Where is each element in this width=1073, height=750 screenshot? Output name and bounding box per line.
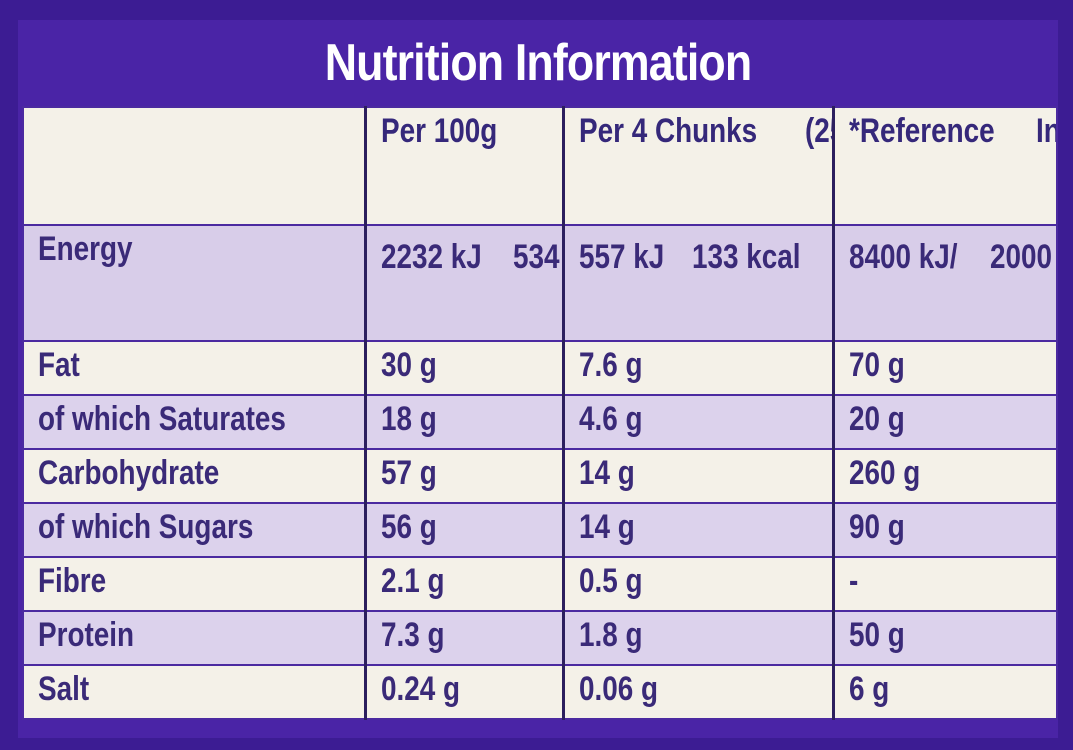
nutrition-table: Per 100g Per 4 Chunks (25 g) *Reference … [22,106,1058,720]
row-reference: 260 g [831,448,1058,504]
row-label: Protein [22,610,366,666]
row-per100: 56 g [363,502,564,558]
row-label: of which Saturates [22,394,366,450]
header-per-serving-line1: Per 4 Chunks [578,112,757,150]
table-row-salt: Salt 0.24 g 0.06 g 6 g [22,664,1058,720]
header-reference-line1: *Reference [848,112,995,150]
table-row-sugars: of which Sugars 56 g 14 g 90 g [22,502,1058,558]
row-reference: 90 g [831,502,1058,558]
table-row-fibre: Fibre 2.1 g 0.5 g - [22,556,1058,612]
row-reference: 6 g [831,664,1058,720]
row-label: Carbohydrate [22,448,366,504]
table-row-carbohydrate: Carbohydrate 57 g 14 g 260 g [22,448,1058,504]
header-reference: *Reference Intakes [831,106,1058,226]
row-reference: 70 g [831,340,1058,396]
table-row-energy: Energy 2232 kJ 534 kcal 557 kJ 133 kcal … [22,224,1058,342]
row-per100: 7.3 g [363,610,564,666]
header-row: Per 100g Per 4 Chunks (25 g) *Reference … [22,106,1058,226]
row-serving: 14 g [561,448,834,504]
panel-title: Nutrition Information [324,34,752,92]
row-serving: 1.8 g [561,610,834,666]
row-serving: 557 kJ 133 kcal [561,224,834,342]
table-row-protein: Protein 7.3 g 1.8 g 50 g [22,610,1058,666]
row-label: of which Sugars [22,502,366,558]
row-reference: 8400 kJ/ 2000 kcal [831,224,1058,342]
header-per-serving-line2: (25 g) [805,112,831,150]
row-serving: 0.5 g [561,556,834,612]
row-serving: 14 g [561,502,834,558]
row-per100: 57 g [363,448,564,504]
row-serving: 7.6 g [561,340,834,396]
row-label: Fat [22,340,366,396]
row-serving: 4.6 g [561,394,834,450]
row-reference: 20 g [831,394,1058,450]
table-row-saturates: of which Saturates 18 g 4.6 g 20 g [22,394,1058,450]
header-per100: Per 100g [363,106,564,226]
header-per-serving: Per 4 Chunks (25 g) [561,106,834,226]
row-reference: 50 g [831,610,1058,666]
row-serving: 0.06 g [561,664,834,720]
nutrition-panel: Nutrition Information Per 100g Per 4 Chu… [18,20,1058,738]
row-label: Salt [22,664,366,720]
header-empty-cell [22,106,366,226]
row-label: Energy [22,224,366,342]
row-per100: 2232 kJ 534 kcal [363,224,564,342]
table-row-fat: Fat 30 g 7.6 g 70 g [22,340,1058,396]
row-per100: 2.1 g [363,556,564,612]
row-reference: - [831,556,1058,612]
row-per100: 30 g [363,340,564,396]
row-per100: 18 g [363,394,564,450]
row-label: Fibre [22,556,366,612]
row-per100: 0.24 g [363,664,564,720]
header-reference-line2: Intakes [1035,112,1055,150]
